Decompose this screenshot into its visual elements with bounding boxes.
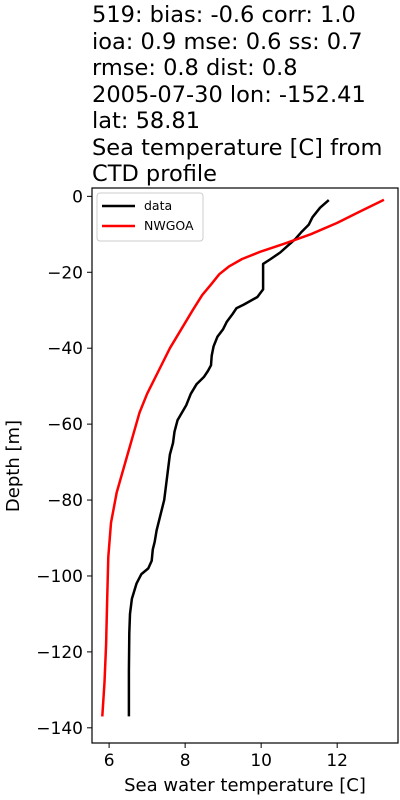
- x-tick-label: 6: [104, 751, 115, 771]
- y-tick-label: −20: [47, 263, 83, 283]
- y-tick-label: 0: [72, 187, 83, 207]
- chart-title: 519: bias: -0.6 corr: 1.0 ioa: 0.9 mse: …: [92, 2, 383, 187]
- y-tick-label: −40: [47, 339, 83, 359]
- series-line-nwgoa: [101, 198, 385, 717]
- legend-label-nwgoa: NWGOA: [144, 218, 194, 233]
- y-axis-label: Depth [m]: [3, 420, 24, 512]
- tick-group: 6 8 10 12 0 −20 −40 −60 −80 −100 −120 −140: [36, 187, 348, 771]
- legend: data NWGOA: [96, 192, 204, 242]
- series-line-data: [127, 199, 330, 717]
- y-tick-label: −120: [36, 643, 83, 663]
- x-tick-label: 10: [250, 751, 272, 771]
- x-tick-label: 12: [326, 751, 348, 771]
- x-tick-label: 8: [180, 751, 191, 771]
- y-tick-label: −140: [36, 719, 83, 739]
- y-tick-label: −60: [47, 415, 83, 435]
- plot-area: [101, 198, 385, 717]
- legend-label-data: data: [144, 198, 172, 213]
- axes-frame: [91, 187, 399, 744]
- y-tick-label: −80: [47, 491, 83, 511]
- x-axis-label: Sea water temperature [C]: [124, 775, 366, 796]
- y-tick-label: −100: [36, 567, 83, 587]
